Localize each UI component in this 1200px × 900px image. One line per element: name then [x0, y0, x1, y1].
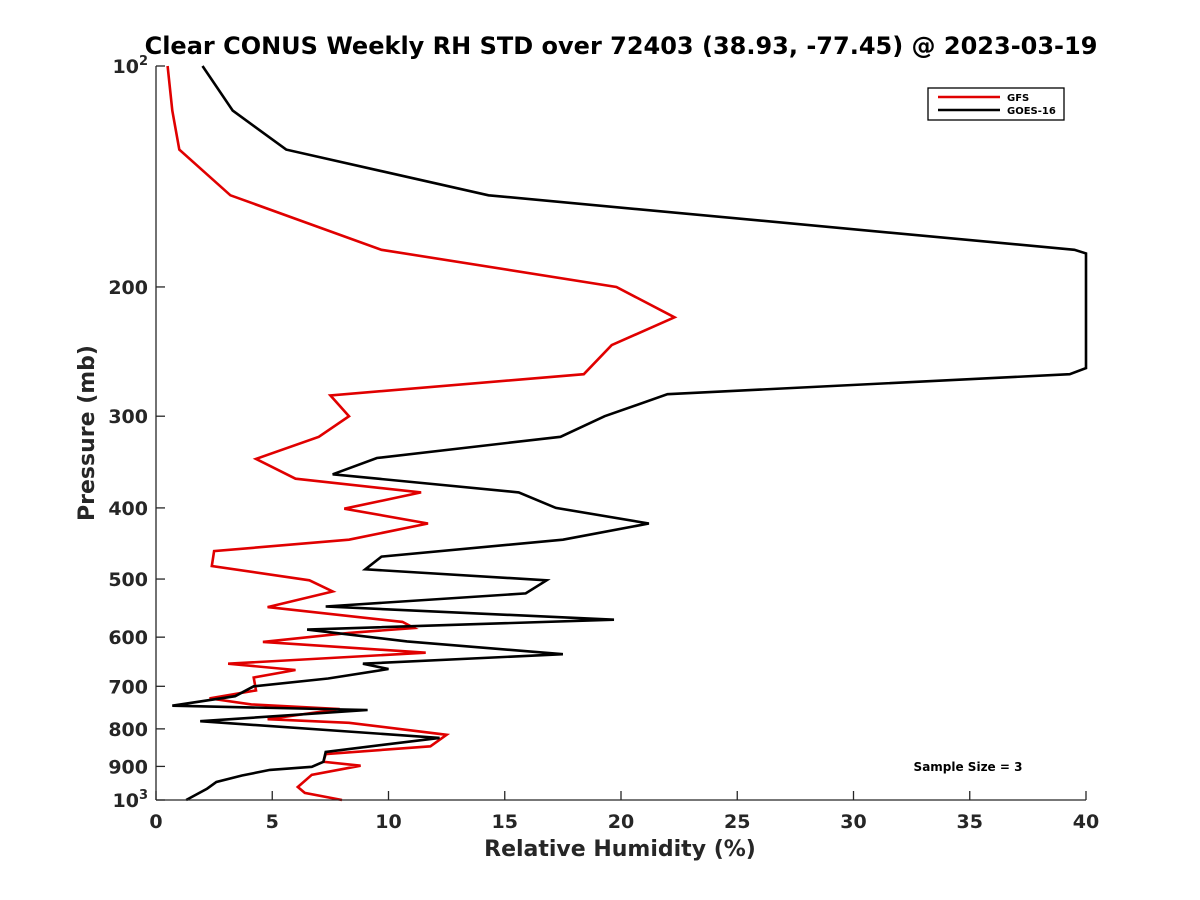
x-tick-label: 20 [608, 811, 634, 833]
x-tick-label: 35 [957, 811, 983, 833]
y-tick-label: 200 [108, 277, 148, 299]
sample-size-annotation: Sample Size = 3 [914, 760, 1023, 774]
chart-title: Clear CONUS Weekly RH STD over 72403 (38… [145, 32, 1098, 60]
legend-gfs-label: GFS [1007, 93, 1029, 104]
legend-goes16-label: GOES-16 [1007, 106, 1056, 117]
y-tick-label: 300 [108, 406, 148, 428]
x-tick-label: 30 [840, 811, 866, 833]
legend-box [927, 87, 1065, 121]
legend: GFS GOES-16 [927, 87, 1065, 121]
x-tick-label: 15 [492, 811, 518, 833]
y-tick-label: 400 [108, 498, 148, 520]
series-layer [166, 65, 1088, 802]
x-axis-label: Relative Humidity (%) [484, 837, 756, 862]
series-line-goes16 [172, 65, 1088, 802]
y-tick-label: 102 [113, 54, 149, 78]
y-tick-label: 700 [108, 676, 148, 698]
y-tick-label: 103 [113, 788, 149, 812]
x-tick-label: 40 [1073, 811, 1099, 833]
x-tick-label: 10 [375, 811, 401, 833]
x-tick-label: 5 [266, 811, 279, 833]
y-tick-label: 800 [108, 719, 148, 741]
x-tick-label: 25 [724, 811, 750, 833]
y-tick-label: 900 [108, 756, 148, 778]
axes-layer: 0 5 10 15 20 25 30 35 40 102 200 300 400 500 600 700 800… [108, 54, 1099, 833]
x-tick-label: 0 [149, 811, 162, 833]
y-tick-label: 500 [108, 569, 148, 591]
y-axis-label: Pressure (mb) [75, 345, 100, 521]
series-line-gfs [166, 65, 678, 802]
y-tick-label: 600 [108, 627, 148, 649]
